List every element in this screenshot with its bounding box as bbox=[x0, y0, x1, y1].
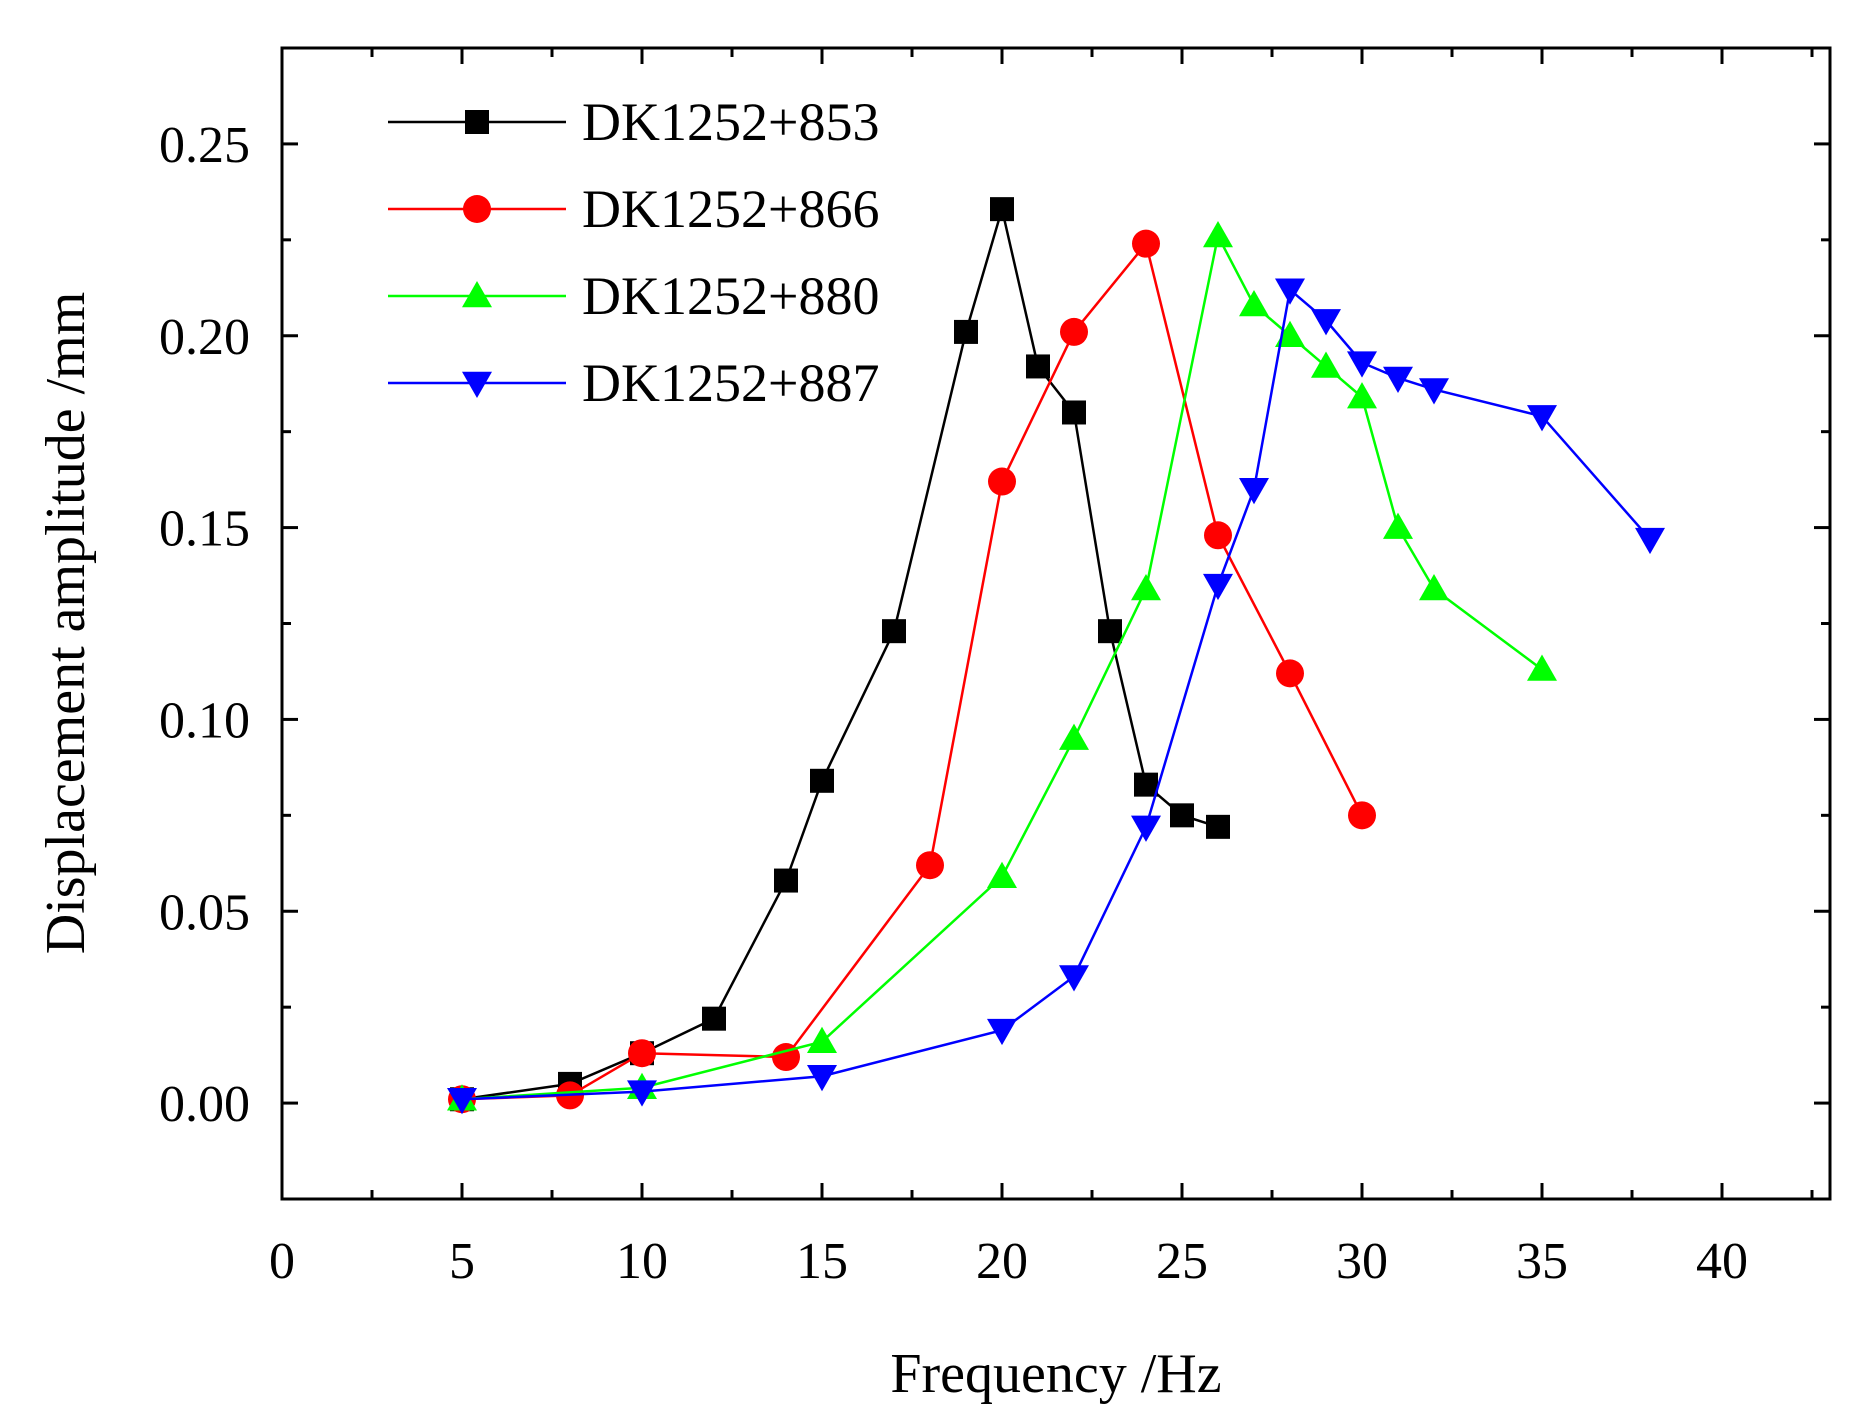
x-tick-label: 25 bbox=[1156, 1233, 1208, 1290]
data-point bbox=[1383, 512, 1413, 539]
y-tick-label: 0.20 bbox=[159, 309, 250, 366]
data-point bbox=[1059, 723, 1089, 750]
data-point bbox=[1132, 229, 1160, 258]
data-point bbox=[1635, 527, 1665, 555]
data-point bbox=[990, 197, 1014, 222]
data-point bbox=[1276, 659, 1304, 688]
data-point bbox=[810, 768, 834, 793]
x-axis-title: Frequency /Hz bbox=[890, 1343, 1221, 1405]
data-point bbox=[1348, 801, 1376, 830]
series-DK1252+853 bbox=[450, 197, 1230, 1112]
data-point bbox=[1203, 220, 1233, 248]
data-point bbox=[807, 1064, 837, 1092]
data-point bbox=[1311, 351, 1341, 378]
data-point bbox=[774, 868, 798, 893]
data-point bbox=[1026, 354, 1050, 379]
legend-item: DK1252+866 bbox=[388, 179, 879, 239]
y-tick-label: 0.25 bbox=[159, 117, 250, 174]
data-point bbox=[1131, 573, 1161, 601]
x-tick-label: 40 bbox=[1696, 1233, 1748, 1290]
series-DK1252+887 bbox=[447, 278, 1665, 1115]
legend-marker bbox=[465, 110, 489, 134]
legend-marker bbox=[462, 281, 492, 308]
data-point bbox=[916, 851, 944, 880]
data-point bbox=[1170, 803, 1194, 828]
legend-item: DK1252+880 bbox=[388, 266, 879, 326]
legend: DK1252+853 DK1252+866 DK1252+880 DK1252+887 bbox=[388, 92, 879, 413]
y-tick-label: 0.10 bbox=[159, 692, 250, 749]
legend-marker bbox=[462, 371, 492, 398]
data-point bbox=[447, 1087, 477, 1115]
x-tick-label: 5 bbox=[449, 1233, 475, 1290]
data-point bbox=[1203, 573, 1233, 601]
x-tick-label: 20 bbox=[976, 1233, 1028, 1290]
data-point bbox=[987, 1018, 1017, 1046]
data-point bbox=[1134, 772, 1158, 797]
y-axis-title: Displacement amplitude /mm bbox=[35, 292, 97, 955]
data-point bbox=[988, 467, 1016, 496]
data-point bbox=[1275, 278, 1305, 305]
data-point bbox=[627, 1080, 657, 1107]
series-DK1252+866 bbox=[448, 229, 1376, 1114]
data-point bbox=[1347, 382, 1377, 409]
data-point bbox=[1239, 477, 1269, 505]
x-tick-label: 35 bbox=[1516, 1233, 1568, 1290]
data-point bbox=[1347, 351, 1377, 378]
x-tick-label: 10 bbox=[616, 1233, 668, 1290]
x-tick-label: 30 bbox=[1336, 1233, 1388, 1290]
data-point bbox=[1131, 815, 1161, 842]
y-tick-label: 0.15 bbox=[159, 501, 250, 558]
data-point bbox=[702, 1006, 726, 1031]
data-point bbox=[954, 319, 978, 344]
data-point bbox=[1206, 814, 1230, 839]
series-layer bbox=[447, 197, 1665, 1115]
series-line bbox=[461, 204, 1219, 1101]
legend-label: DK1252+887 bbox=[582, 353, 879, 413]
data-point bbox=[807, 1026, 837, 1053]
data-point bbox=[628, 1039, 656, 1068]
data-point bbox=[1275, 320, 1305, 347]
data-point bbox=[1239, 290, 1269, 317]
y-tick-label: 0.05 bbox=[159, 884, 250, 941]
data-point bbox=[1059, 965, 1089, 992]
legend-item: DK1252+887 bbox=[388, 353, 879, 413]
ticks: 0 5 10 15 20 25 30 35 40 0.00 0.05 0.10 0.15 0.20 0.25 bbox=[159, 46, 1830, 1290]
data-point bbox=[987, 861, 1017, 888]
plot-frame bbox=[280, 46, 1832, 1201]
data-point bbox=[1204, 521, 1232, 550]
legend-label: DK1252+866 bbox=[582, 179, 879, 239]
data-point bbox=[882, 619, 906, 644]
data-point bbox=[1060, 317, 1088, 346]
y-tick-label: 0.00 bbox=[159, 1076, 250, 1133]
data-point bbox=[1419, 573, 1449, 601]
x-tick-label: 15 bbox=[796, 1233, 848, 1290]
legend-label: DK1252+880 bbox=[582, 266, 879, 326]
data-point bbox=[1419, 378, 1449, 405]
legend-item: DK1252+853 bbox=[388, 92, 879, 152]
data-point bbox=[1311, 309, 1341, 336]
data-point bbox=[1383, 366, 1413, 393]
legend-label: DK1252+853 bbox=[582, 92, 879, 152]
series-line bbox=[461, 232, 1543, 1101]
data-point bbox=[1527, 654, 1557, 681]
data-point bbox=[1098, 619, 1122, 644]
data-point bbox=[1527, 405, 1557, 432]
data-point bbox=[1062, 400, 1086, 425]
legend-marker bbox=[463, 195, 491, 223]
x-tick-label: 0 bbox=[269, 1233, 295, 1290]
